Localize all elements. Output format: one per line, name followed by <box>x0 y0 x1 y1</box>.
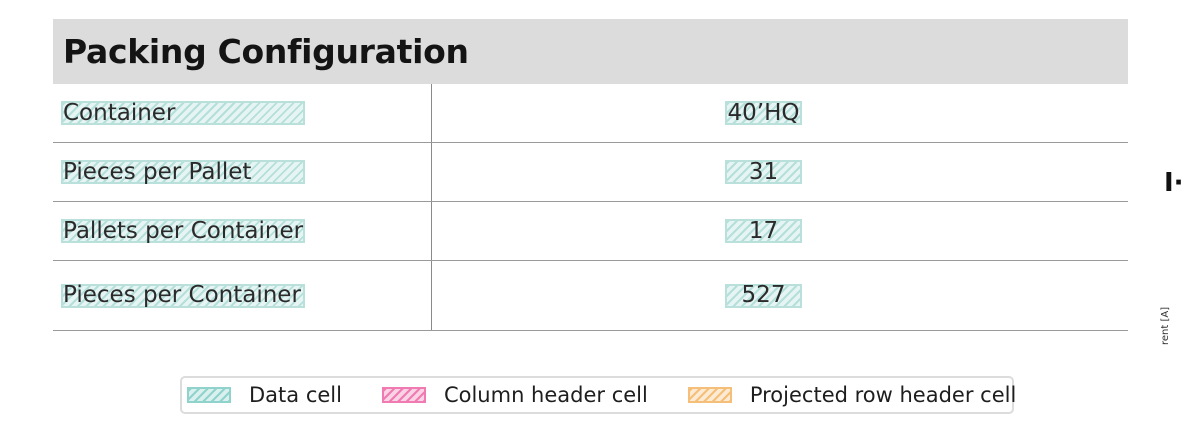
legend-item-projected-row-header-cell: Projected row header cell <box>687 383 1017 407</box>
legend-swatch <box>687 387 732 403</box>
side-cropped-text: rent [A] <box>1160 306 1171 345</box>
row-value-cell: 527 <box>432 261 1128 330</box>
table-row: Pallets per Container 17 <box>53 202 1128 261</box>
side-cropped-mark: I· <box>1164 168 1184 198</box>
row-value-cell: 31 <box>432 143 1128 201</box>
legend-swatch <box>187 387 231 403</box>
legend-swatch <box>381 387 426 403</box>
row-label-cell: Container <box>53 84 432 142</box>
data-cell-highlight: Pieces per Container <box>61 283 305 308</box>
legend-label: Column header cell <box>443 383 648 407</box>
row-value-cell: 40’HQ <box>432 84 1128 142</box>
data-cell-highlight: 40’HQ <box>725 101 802 125</box>
legend-label: Data cell <box>249 383 342 407</box>
row-label-cell: Pieces per Pallet <box>53 143 432 201</box>
data-cell-highlight: Container <box>61 101 305 125</box>
packing-configuration-table: Packing Configuration Container 40’HQ Pi… <box>53 19 1128 331</box>
row-label-cell: Pieces per Container <box>53 261 432 330</box>
data-cell-highlight: Pieces per Pallet <box>61 160 305 184</box>
table-row: Pieces per Pallet 31 <box>53 143 1128 202</box>
data-cell-highlight: 17 <box>725 219 802 243</box>
legend-item-data-cell: Data cell <box>187 383 342 407</box>
legend-item-column-header-cell: Column header cell <box>381 383 648 407</box>
legend-label: Projected row header cell <box>749 383 1017 407</box>
table-row: Container 40’HQ <box>53 84 1128 143</box>
legend: Data cell Column header cell Projected r… <box>180 376 1017 414</box>
row-value-cell: 17 <box>432 202 1128 260</box>
data-cell-highlight: 527 <box>725 283 802 308</box>
table-row: Pieces per Container 527 <box>53 261 1128 331</box>
data-cell-highlight: 31 <box>725 160 802 184</box>
row-label-cell: Pallets per Container <box>53 202 432 260</box>
data-cell-highlight: Pallets per Container <box>61 217 305 244</box>
table-title-bar: Packing Configuration <box>53 19 1128 84</box>
table-title: Packing Configuration <box>63 32 469 71</box>
